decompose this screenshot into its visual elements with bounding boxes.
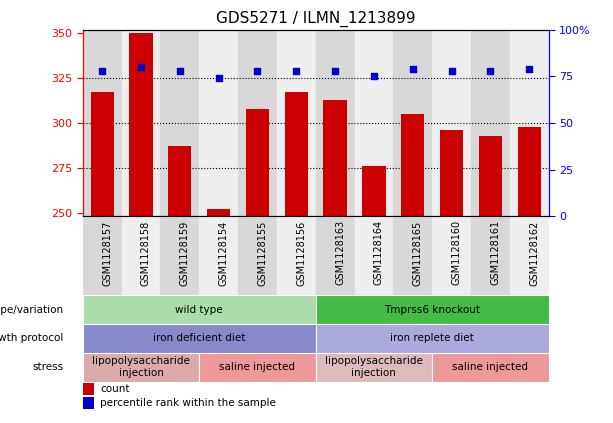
- Bar: [238, 217, 277, 295]
- Bar: [479, 135, 502, 217]
- Bar: [161, 30, 199, 217]
- Text: iron deficient diet: iron deficient diet: [153, 333, 245, 343]
- Bar: [471, 217, 510, 295]
- Text: GSM1128159: GSM1128159: [180, 220, 190, 286]
- Text: GSM1128157: GSM1128157: [102, 220, 112, 286]
- Text: GSM1128154: GSM1128154: [219, 220, 229, 286]
- Text: GSM1128158: GSM1128158: [141, 220, 151, 286]
- Point: [291, 67, 301, 74]
- Text: wild type: wild type: [175, 305, 223, 315]
- Text: GSM1128160: GSM1128160: [452, 220, 462, 286]
- Text: GSM1128161: GSM1128161: [490, 220, 500, 286]
- Bar: [199, 30, 238, 217]
- Bar: [83, 295, 316, 324]
- Point: [175, 67, 185, 74]
- Text: stress: stress: [32, 362, 63, 372]
- Bar: [510, 217, 549, 295]
- Bar: [277, 30, 316, 217]
- Bar: [362, 166, 386, 217]
- Bar: [83, 217, 121, 295]
- Bar: [394, 217, 432, 295]
- Bar: [510, 30, 549, 217]
- Bar: [284, 93, 308, 217]
- Text: saline injected: saline injected: [452, 362, 528, 372]
- Text: Tmprss6 knockout: Tmprss6 knockout: [384, 305, 480, 315]
- Bar: [199, 217, 238, 295]
- Point: [253, 67, 262, 74]
- Point: [447, 67, 457, 74]
- Point: [330, 67, 340, 74]
- Bar: [324, 100, 347, 217]
- Text: growth protocol: growth protocol: [0, 333, 63, 343]
- Bar: [129, 33, 153, 217]
- Text: GSM1128155: GSM1128155: [257, 220, 267, 286]
- Point: [214, 75, 224, 82]
- Text: GSM1128164: GSM1128164: [374, 220, 384, 286]
- Bar: [161, 217, 199, 295]
- Text: iron replete diet: iron replete diet: [390, 333, 474, 343]
- Bar: [316, 295, 549, 324]
- Bar: [354, 217, 394, 295]
- Bar: [394, 30, 432, 217]
- Bar: [246, 109, 269, 217]
- Text: genotype/variation: genotype/variation: [0, 305, 63, 315]
- Bar: [432, 353, 549, 382]
- Bar: [199, 353, 316, 382]
- Point: [369, 73, 379, 80]
- Point: [97, 67, 107, 74]
- Text: lipopolysaccharide
injection: lipopolysaccharide injection: [92, 357, 190, 378]
- Text: GSM1128165: GSM1128165: [413, 220, 423, 286]
- Text: GSM1128156: GSM1128156: [296, 220, 306, 286]
- Text: count: count: [101, 384, 130, 394]
- Bar: [316, 30, 354, 217]
- Bar: [83, 324, 316, 353]
- Point: [524, 66, 534, 72]
- Bar: [517, 126, 541, 217]
- Bar: [354, 30, 394, 217]
- Point: [408, 66, 417, 72]
- Bar: [316, 217, 354, 295]
- Bar: [440, 130, 463, 217]
- Bar: [83, 30, 121, 217]
- Text: GSM1128162: GSM1128162: [529, 220, 539, 286]
- Text: GSM1128163: GSM1128163: [335, 220, 345, 286]
- Bar: [207, 209, 230, 217]
- Bar: [432, 217, 471, 295]
- Bar: [168, 146, 191, 217]
- Bar: [91, 93, 114, 217]
- Bar: [432, 30, 471, 217]
- Title: GDS5271 / ILMN_1213899: GDS5271 / ILMN_1213899: [216, 11, 416, 27]
- Point: [485, 67, 495, 74]
- Bar: [238, 30, 277, 217]
- Bar: [121, 217, 161, 295]
- Bar: [83, 397, 94, 409]
- Point: [136, 63, 146, 70]
- Text: percentile rank within the sample: percentile rank within the sample: [101, 398, 276, 408]
- Bar: [471, 30, 510, 217]
- Bar: [316, 353, 432, 382]
- Text: saline injected: saline injected: [219, 362, 295, 372]
- Bar: [316, 324, 549, 353]
- Bar: [277, 217, 316, 295]
- Bar: [83, 353, 199, 382]
- Bar: [83, 383, 94, 395]
- Text: lipopolysaccharide
injection: lipopolysaccharide injection: [325, 357, 423, 378]
- Bar: [401, 114, 424, 217]
- Bar: [121, 30, 161, 217]
